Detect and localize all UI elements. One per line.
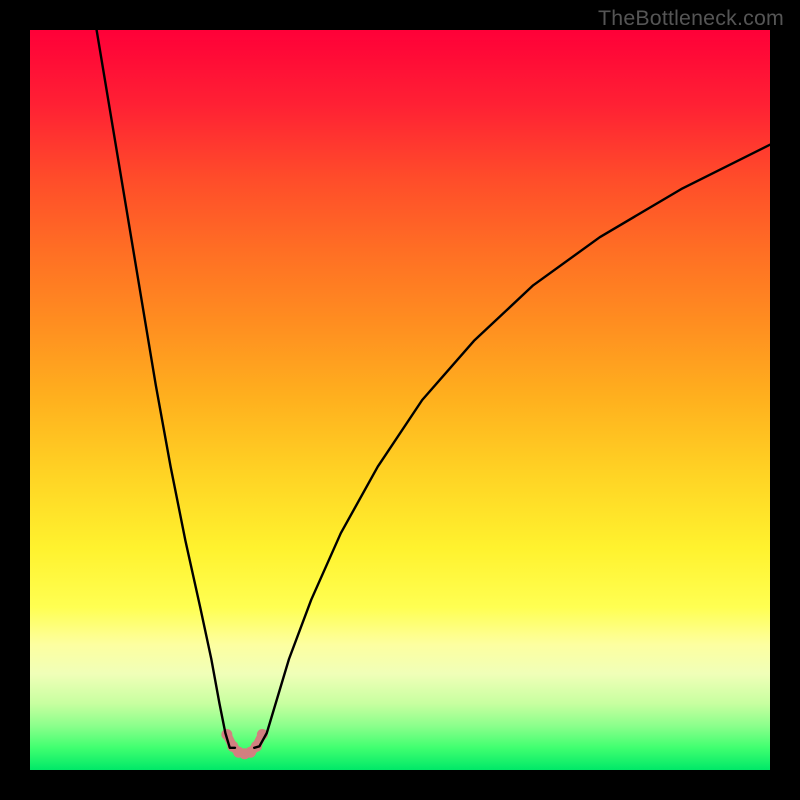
background-gradient	[30, 30, 770, 770]
plot-area	[30, 30, 770, 770]
chart-frame: TheBottleneck.com	[0, 0, 800, 800]
watermark-text: TheBottleneck.com	[598, 6, 784, 31]
